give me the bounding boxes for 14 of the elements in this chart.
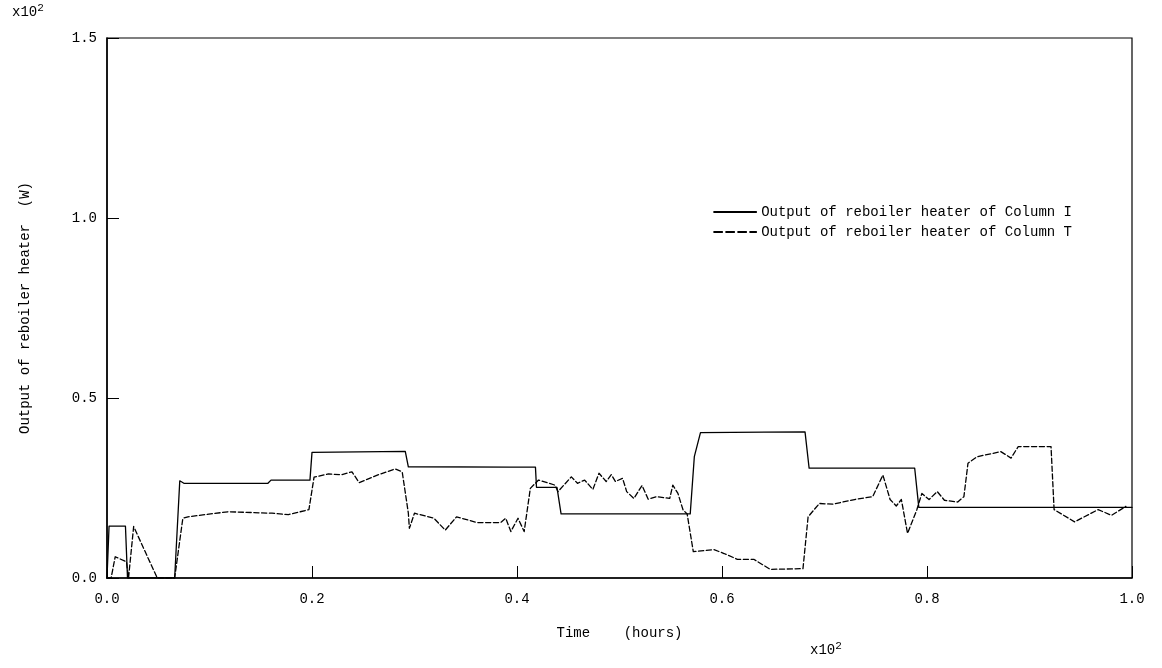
- y-tick-label: 1.5: [71, 30, 97, 46]
- y-tick-label: 0.5: [71, 390, 97, 406]
- x-tick-label: 0.2: [299, 591, 325, 607]
- x-tick-label: 0.0: [94, 591, 120, 607]
- y-axis-title: Output of reboiler heater (W): [17, 181, 33, 435]
- y-tick-label: 0.0: [71, 570, 97, 586]
- x-axis-title: Time (hours): [556, 625, 683, 641]
- x-tick-label: 0.8: [914, 591, 940, 607]
- x-tick-label: 0.6: [709, 591, 735, 607]
- legend-label: Output of reboiler heater of Column I: [761, 204, 1073, 220]
- legend-label: Output of reboiler heater of Column T: [761, 224, 1073, 240]
- y-tick-label: 1.0: [71, 210, 97, 226]
- x-tick-label: 0.4: [504, 591, 530, 607]
- x-tick-label: 1.0: [1119, 591, 1145, 607]
